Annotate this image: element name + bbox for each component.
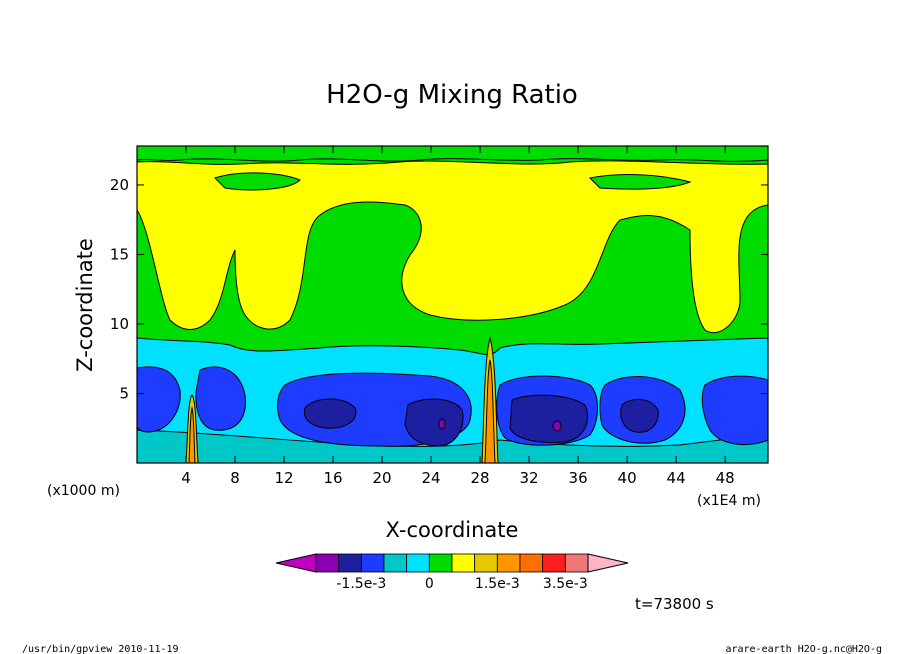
dark-blue-core: [303, 398, 357, 429]
colorbar-label: 3.5e-3: [543, 576, 588, 592]
green-patch: [588, 174, 692, 190]
colorbar-label: 0: [425, 576, 434, 592]
y-axis-ticks: 5 10 15 20: [110, 176, 768, 402]
x-tick-label: 16: [323, 469, 342, 487]
colorbar-high-arrow: [587, 553, 629, 573]
plot-frame: [136, 145, 769, 464]
purple-spot: [438, 418, 446, 430]
dark-blue-core: [509, 394, 589, 443]
convective-column-core: [484, 359, 496, 463]
purple-spot: [552, 420, 562, 432]
colorbar-label: -1.5e-3: [336, 576, 386, 592]
colorbar-swatch: [360, 553, 385, 573]
x-tick-label: 40: [618, 469, 637, 487]
y-scale-label: (x1000 m): [47, 483, 120, 499]
teal-band: [137, 429, 768, 463]
y-tick-label: 10: [110, 315, 129, 333]
x-axis-label: X-coordinate: [386, 518, 519, 542]
colorbar-swatch: [315, 553, 340, 573]
x-tick-label: 8: [230, 469, 240, 487]
top-green-strip: [137, 146, 768, 162]
colorbar-labels: -1.5e-3 0 1.5e-3 3.5e-3: [336, 576, 587, 592]
x-tick-label: 36: [569, 469, 588, 487]
footer-right: arare-earth_H2O-g.nc@H2O-g: [725, 644, 882, 654]
blue-cell: [137, 366, 181, 433]
dark-blue-core: [404, 398, 464, 447]
x-tick-label: 24: [422, 469, 441, 487]
x-tick-label: 28: [471, 469, 490, 487]
colorbar-swatch: [542, 553, 566, 573]
colorbar-low-arrow: [275, 553, 317, 573]
y-tick-label: 15: [110, 245, 129, 263]
colorbar-label: 1.5e-3: [475, 576, 520, 592]
colorbar-swatch: [564, 553, 589, 573]
x-tick-label: 44: [667, 469, 686, 487]
upper-yellow-region: [137, 160, 768, 334]
x-scale-label: (x1E4 m): [697, 493, 761, 509]
y-tick-label: 5: [119, 384, 129, 402]
colorbar-swatch: [496, 553, 521, 573]
time-label: t=73800 s: [635, 595, 714, 613]
colorbar-swatch: [519, 553, 544, 573]
x-tick-label: 32: [520, 469, 539, 487]
x-tick-label: 12: [274, 469, 293, 487]
colorbar-swatch: [406, 553, 430, 573]
colorbar-swatch: [383, 553, 408, 573]
x-axis-ticks: 4 8 12 16 20 24 28 32 36 40 44 48: [181, 146, 735, 487]
colorbar-swatch: [451, 553, 476, 573]
blue-cell: [195, 366, 246, 431]
colorbar-swatch: [428, 553, 453, 573]
colorbar: [275, 553, 629, 573]
chart-title: H2O-g Mixing Ratio: [326, 80, 578, 110]
blue-cell: [701, 375, 768, 446]
dark-blue-core: [620, 398, 659, 433]
convective-column-core: [188, 406, 196, 463]
x-tick-label: 48: [716, 469, 735, 487]
colorbar-swatch: [338, 553, 362, 573]
footer-left: /usr/bin/gpview 2010-11-19: [22, 644, 179, 654]
colorbar-swatch: [474, 553, 498, 573]
y-tick-label: 20: [110, 176, 129, 194]
plot-area: [137, 146, 768, 463]
x-tick-label: 4: [181, 469, 191, 487]
y-axis-label: Z-coordinate: [73, 238, 97, 372]
green-patch: [214, 172, 301, 191]
x-tick-label: 20: [373, 469, 392, 487]
